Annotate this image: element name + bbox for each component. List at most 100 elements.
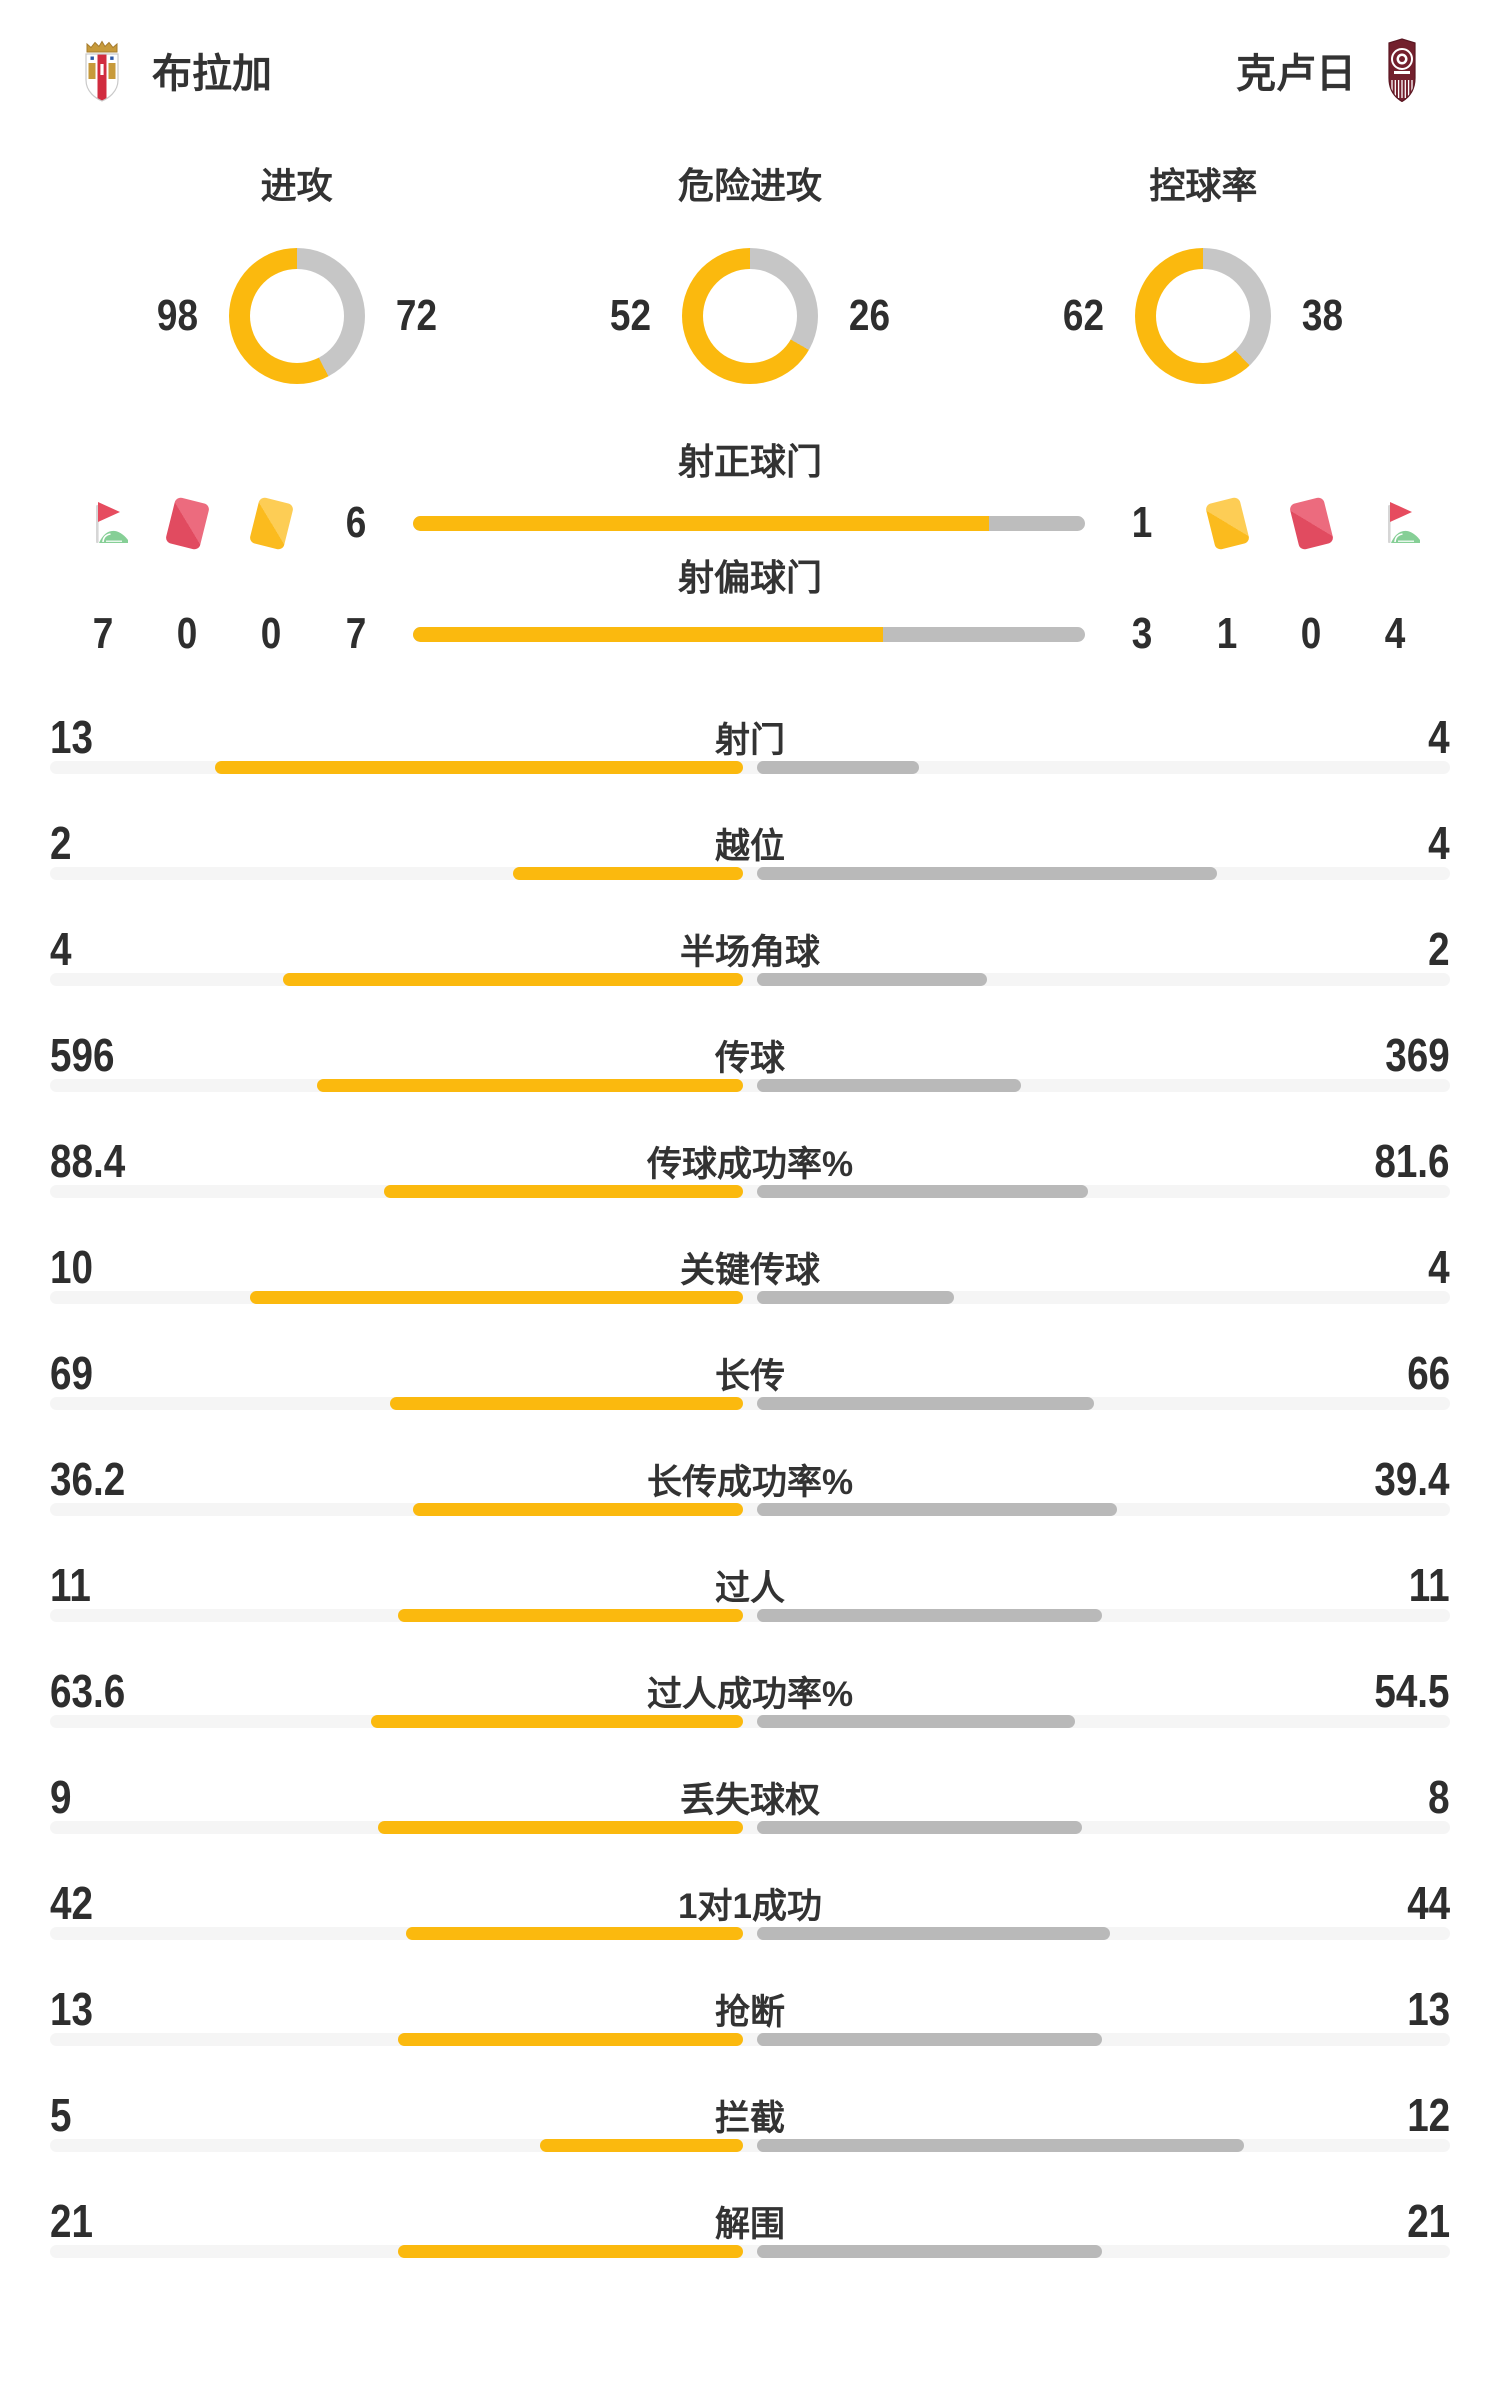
stat-home-value: 5 xyxy=(50,2089,72,2141)
stat-bar-home xyxy=(390,1397,743,1410)
stat-bar-away xyxy=(757,1609,1102,1622)
stat-row: 69 长传 66 xyxy=(0,1332,1500,1438)
stat-row: 596 传球 369 xyxy=(0,1014,1500,1120)
stat-label: 传球 xyxy=(714,1038,785,1078)
stat-home-value: 42 xyxy=(50,1877,93,1929)
stat-label: 丢失球权 xyxy=(679,1780,820,1820)
stat-row: 13 射门 4 xyxy=(0,696,1500,802)
stat-away-value: 4 xyxy=(1428,711,1450,763)
stat-label: 抢断 xyxy=(714,1992,785,2032)
stat-bar-away xyxy=(757,1821,1082,1834)
donut-home-value: 98 xyxy=(156,291,198,340)
donut-stat: 控球率 62 38 xyxy=(977,164,1430,384)
shots-off-target-title: 射偏球门 xyxy=(677,557,822,598)
shots-on-target-title: 射正球门 xyxy=(677,441,822,482)
shots-off-target-bar-home xyxy=(413,626,884,642)
stat-away-value: 369 xyxy=(1385,1029,1450,1081)
shots-on-target-home-value: 6 xyxy=(345,498,367,547)
stat-home-value: 88.4 xyxy=(50,1135,126,1187)
stat-row: 4 半场角球 2 xyxy=(0,908,1500,1014)
stat-home-value: 13 xyxy=(50,1983,93,2035)
donut-chart xyxy=(228,248,365,384)
stat-label: 拦截 xyxy=(714,2098,785,2138)
away-team-name: 克卢日 xyxy=(1236,52,1356,96)
stat-bar-away xyxy=(757,1291,955,1304)
donut-title: 进攻 xyxy=(260,165,333,206)
stat-bar-home xyxy=(398,2245,743,2258)
stat-row: 9 丢失球权 8 xyxy=(0,1756,1500,1862)
donut-title: 控球率 xyxy=(1149,165,1258,206)
home-team-name: 布拉加 xyxy=(152,52,272,96)
home-team-logo xyxy=(85,40,119,102)
stat-bar-away xyxy=(757,761,920,774)
stat-bar-track xyxy=(50,1821,1450,1834)
shots-on-target-away-value: 1 xyxy=(1131,498,1153,547)
stat-home-value: 21 xyxy=(50,2195,93,2247)
home-yellow-cards-count: 0 xyxy=(260,609,282,658)
stat-row: 63.6 过人成功率% 54.5 xyxy=(0,1650,1500,1756)
stat-label: 关键传球 xyxy=(679,1250,820,1290)
stat-bar-away xyxy=(757,1715,1076,1728)
stat-bar-track xyxy=(50,1927,1450,1940)
home-red-cards-count: 0 xyxy=(176,609,198,658)
stat-home-value: 2 xyxy=(50,817,72,869)
stat-bar-track xyxy=(50,1609,1450,1622)
stat-bar-away xyxy=(757,2139,1245,2152)
header: 布拉加 克卢日 xyxy=(78,38,1422,102)
stat-label: 过人成功率% xyxy=(646,1674,854,1714)
donut-chart xyxy=(1135,248,1272,384)
stat-bar-away xyxy=(757,867,1217,880)
red-card-icon xyxy=(1288,495,1334,551)
stat-away-value: 44 xyxy=(1407,1877,1450,1929)
stat-row: 13 抢断 13 xyxy=(0,1968,1500,2074)
shots-off-target-away-value: 3 xyxy=(1131,609,1153,658)
stat-label: 长传 xyxy=(714,1356,785,1396)
stat-row: 21 解围 21 xyxy=(0,2180,1500,2286)
donut-away-value: 38 xyxy=(1302,291,1344,340)
stat-home-value: 36.2 xyxy=(50,1453,126,1505)
shots-on-target-row: 6 1 xyxy=(0,492,1500,554)
corner-flag-icon xyxy=(1367,495,1423,551)
stat-row: 5 拦截 12 xyxy=(0,2074,1500,2180)
stat-bar-track xyxy=(50,761,1450,774)
donut-home-value: 52 xyxy=(609,291,652,340)
away-team[interactable]: 克卢日 xyxy=(1236,38,1422,102)
donut-chart xyxy=(681,248,818,384)
shots-on-target-bar xyxy=(413,515,1085,531)
stat-away-value: 11 xyxy=(1409,1559,1450,1611)
stat-row: 36.2 长传成功率% 39.4 xyxy=(0,1438,1500,1544)
stat-away-value: 12 xyxy=(1407,2089,1450,2141)
stat-bar-home xyxy=(215,761,743,774)
away-corners-count: 4 xyxy=(1384,609,1406,658)
home-discipline-counts: 7 0 0 xyxy=(75,609,299,659)
stat-bar-track xyxy=(50,1503,1450,1516)
stat-away-value: 4 xyxy=(1428,817,1450,869)
home-team[interactable]: 布拉加 xyxy=(78,38,272,102)
stat-home-value: 11 xyxy=(50,1559,91,1611)
yellow-card-icon xyxy=(248,495,294,551)
shots-off-target-row: 7 0 0 7 3 1 0 4 xyxy=(0,606,1500,662)
stat-label: 过人 xyxy=(714,1568,785,1608)
stat-home-value: 10 xyxy=(50,1241,93,1293)
stat-away-value: 13 xyxy=(1407,1983,1450,2035)
donut-away-value: 72 xyxy=(395,291,437,340)
donut-home-value: 62 xyxy=(1063,291,1105,340)
stats-section: 13 射门 4 2 越位 4 4 半场角球 2 xyxy=(0,696,1500,2286)
stat-home-value: 63.6 xyxy=(50,1665,126,1717)
stat-bar-home xyxy=(377,1821,743,1834)
stat-home-value: 69 xyxy=(50,1347,93,1399)
stat-label: 射门 xyxy=(714,720,785,760)
stat-bar-home xyxy=(384,1185,743,1198)
red-card-icon xyxy=(164,495,210,551)
stat-away-value: 66 xyxy=(1407,1347,1450,1399)
stat-bar-track xyxy=(50,2139,1450,2152)
stat-bar-home xyxy=(371,1715,743,1728)
stat-label: 1对1成功 xyxy=(678,1886,822,1926)
stat-bar-away xyxy=(757,1503,1117,1516)
donut-title: 危险进攻 xyxy=(677,165,822,206)
stat-away-value: 54.5 xyxy=(1374,1665,1450,1717)
stat-bar-home xyxy=(540,2139,743,2152)
stat-bar-track xyxy=(50,973,1450,986)
corner-flag-icon xyxy=(75,495,131,551)
stat-away-value: 21 xyxy=(1407,2195,1450,2247)
